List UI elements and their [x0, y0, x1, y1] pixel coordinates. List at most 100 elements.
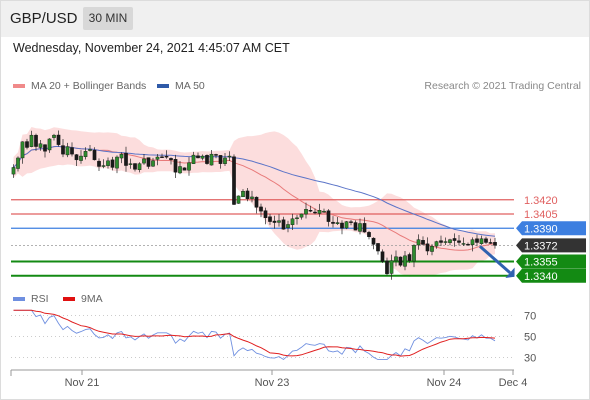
level-label-1.3405: 1.3405: [524, 209, 558, 221]
level-label-bg-1.3372: [516, 238, 586, 253]
candle: [124, 152, 128, 166]
rsi-line: [13, 309, 496, 361]
candle: [191, 154, 196, 164]
ma50-line: [13, 145, 496, 237]
level-label-1.3340: 1.3340: [524, 271, 558, 283]
candle: [403, 255, 407, 267]
candle: [439, 240, 443, 243]
candle: [272, 220, 277, 223]
candle: [101, 165, 106, 167]
rsi-tick-70: 70: [524, 311, 536, 323]
candle: [281, 219, 286, 230]
timestamp: Wednesday, November 24, 2021 4:45:07 AM …: [13, 41, 290, 55]
candle: [38, 143, 43, 148]
candle: [137, 163, 142, 170]
candle: [299, 213, 304, 218]
candle: [20, 141, 25, 159]
candle: [304, 209, 308, 215]
candle: [259, 206, 263, 212]
candle: [353, 222, 358, 231]
legend-ma20: MA 20 + Bollinger Bands: [13, 80, 146, 92]
level-label-1.3372: 1.3372: [524, 240, 558, 252]
candle: [173, 159, 178, 173]
candle: [187, 162, 191, 171]
candle: [160, 156, 164, 158]
candle: [376, 243, 380, 252]
candle: [133, 163, 137, 170]
candle: [322, 210, 326, 213]
candle: [416, 239, 421, 246]
candles-group: [11, 130, 497, 280]
candle: [434, 241, 439, 247]
candle: [79, 155, 83, 161]
x-tick-label-1: Nov 23: [255, 377, 290, 389]
candle: [52, 134, 56, 138]
candle: [214, 154, 218, 156]
legend-9ma: 9MA: [63, 293, 103, 305]
candle: [47, 138, 52, 151]
candle: [380, 251, 385, 262]
candle: [425, 243, 430, 252]
candle: [56, 134, 61, 145]
candle: [128, 163, 133, 165]
candle: [398, 256, 403, 266]
candle: [218, 155, 223, 164]
candle: [448, 239, 452, 243]
x-tick-label-0: Nov 21: [65, 377, 100, 389]
candle: [488, 242, 493, 244]
x-tick-label-3: Dec 4: [499, 377, 528, 389]
candle: [385, 260, 389, 275]
candle: [223, 157, 227, 164]
candle: [115, 156, 119, 169]
rsi-tick-50: 50: [524, 332, 536, 344]
candle: [43, 144, 47, 152]
candle: [209, 153, 214, 166]
candle: [313, 211, 317, 214]
candle: [470, 239, 475, 246]
candle: [245, 190, 250, 200]
ma9-swatch: [63, 297, 75, 302]
legend-ma50: MA 50: [157, 80, 205, 92]
candle: [254, 196, 259, 208]
candle: [196, 155, 200, 159]
candle: [88, 149, 92, 151]
candle: [335, 222, 340, 224]
candle: [74, 154, 79, 161]
candle: [34, 134, 38, 147]
candle: [25, 141, 29, 148]
candle: [407, 254, 412, 261]
candle: [97, 160, 101, 167]
candle: [232, 156, 236, 205]
candle: [205, 155, 209, 164]
ma50-swatch: [157, 84, 169, 89]
symbol-title: GBP/USD: [10, 10, 78, 27]
candle: [155, 156, 160, 160]
candle: [331, 221, 335, 224]
legend-rsi: RSI: [13, 293, 49, 305]
candle: [479, 238, 484, 244]
candle: [110, 159, 115, 168]
ma9-legend-label: 9MA: [81, 293, 103, 305]
candle: [475, 238, 479, 243]
timeframe-badge[interactable]: 30 MIN: [83, 7, 133, 30]
candle: [443, 241, 448, 243]
candle: [11, 167, 16, 175]
candle: [182, 167, 187, 171]
candle: [29, 134, 34, 147]
candle: [317, 209, 322, 214]
candle: [119, 153, 124, 159]
candle: [326, 210, 331, 222]
candle: [466, 243, 470, 246]
forecast-arrow-shaft: [479, 245, 511, 274]
level-label-1.3355: 1.3355: [524, 257, 558, 269]
ma20-swatch: [13, 84, 25, 89]
candle: [389, 260, 394, 274]
candle: [308, 210, 313, 212]
candle: [277, 220, 281, 223]
forecast-arrow-head: [505, 267, 515, 279]
candle: [16, 157, 20, 169]
candle: [430, 246, 434, 252]
rsi-legend-label: RSI: [31, 293, 49, 305]
candle: [290, 218, 295, 225]
